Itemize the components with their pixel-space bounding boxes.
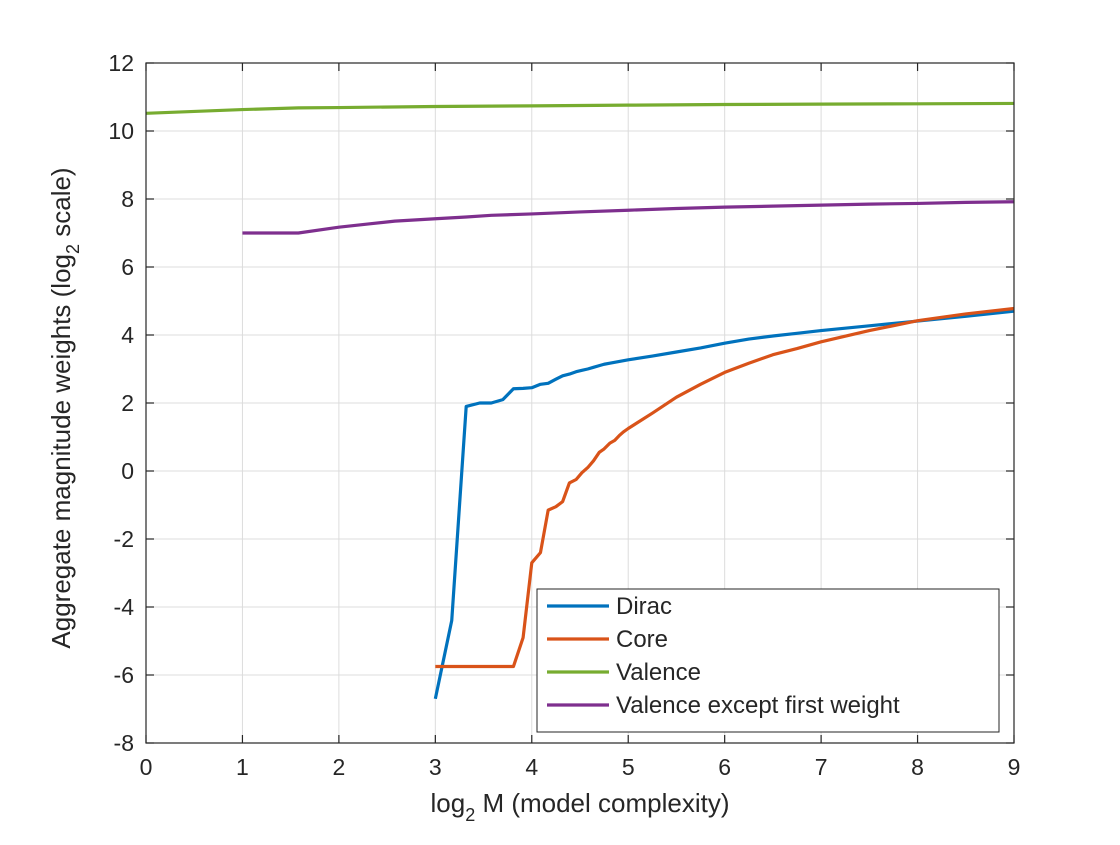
legend-label: Core bbox=[616, 626, 668, 653]
x-tick-label: 1 bbox=[236, 754, 249, 780]
x-tick-label: 7 bbox=[815, 754, 828, 780]
x-tick-label: 9 bbox=[1008, 754, 1021, 780]
y-axis-title-suffix: scale) bbox=[46, 167, 76, 244]
y-axis-title-subscript: 2 bbox=[63, 244, 83, 254]
y-tick-label: 4 bbox=[121, 322, 134, 348]
series-line-core bbox=[435, 306, 1015, 669]
x-axis-title-subscript: 2 bbox=[465, 805, 475, 825]
y-axis-title-prefix: Aggregate magnitude weights (log bbox=[46, 254, 76, 649]
x-tick-label: 2 bbox=[332, 754, 345, 780]
series-lines bbox=[145, 101, 1015, 700]
y-tick-label: 10 bbox=[108, 118, 134, 144]
axes bbox=[145, 62, 1015, 744]
y-tick-label: 12 bbox=[108, 50, 134, 76]
y-tick-label: 2 bbox=[121, 390, 134, 416]
legend-label: Valence bbox=[616, 659, 701, 686]
series-line-valence bbox=[145, 101, 1015, 115]
x-axis-title: log2 M (model complexity) bbox=[431, 788, 730, 825]
y-tick-label: -2 bbox=[114, 526, 134, 552]
x-tick-label: 4 bbox=[525, 754, 538, 780]
x-tick-label: 6 bbox=[718, 754, 731, 780]
y-axis-title: Aggregate magnitude weights (log2 scale) bbox=[46, 167, 83, 648]
series-line-dirac bbox=[433, 309, 1015, 700]
x-tick-label: 0 bbox=[140, 754, 153, 780]
x-tick-label: 8 bbox=[911, 754, 924, 780]
legend: Dirac Core Valence Valence except first wei… bbox=[536, 588, 1000, 733]
y-tick-label: 6 bbox=[121, 254, 134, 280]
y-tick-label: -6 bbox=[114, 662, 134, 688]
series-line-valence-except-first-weight bbox=[242, 200, 1015, 235]
legend-box bbox=[536, 588, 1000, 733]
y-tick-label: -4 bbox=[114, 594, 135, 620]
x-tick-label: 5 bbox=[622, 754, 635, 780]
x-axis-title-suffix: M (model complexity) bbox=[475, 788, 729, 818]
y-tick-label: -8 bbox=[114, 730, 134, 756]
legend-label: Dirac bbox=[616, 593, 672, 620]
y-tick-labels: -8 -6 -4 -2 0 2 4 6 8 10 12 bbox=[108, 50, 134, 756]
x-tick-labels: 0 1 2 3 4 5 6 7 8 9 bbox=[140, 754, 1021, 780]
legend-label: Valence except first weight bbox=[616, 692, 900, 719]
y-tick-label: 8 bbox=[121, 186, 134, 212]
x-tick-label: 3 bbox=[429, 754, 442, 780]
x-axis-title-prefix: log bbox=[431, 788, 466, 818]
y-tick-label: 0 bbox=[121, 458, 134, 484]
